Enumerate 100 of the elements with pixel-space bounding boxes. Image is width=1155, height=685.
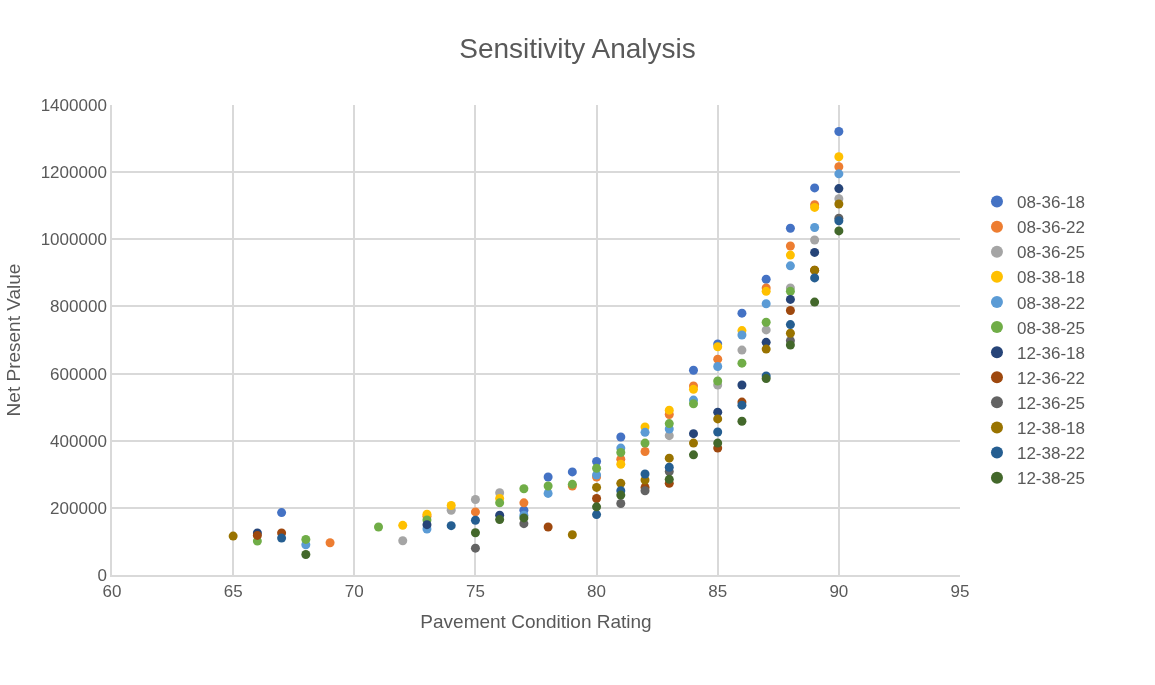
point <box>688 399 698 409</box>
legend-label: 12-36-25 <box>1016 393 1086 413</box>
y-tick-label: 1400000 <box>40 95 107 115</box>
legend-label: 12-38-25 <box>1016 469 1086 489</box>
point <box>640 486 650 496</box>
point <box>810 273 820 283</box>
point <box>301 550 311 560</box>
point <box>616 498 626 508</box>
point <box>834 169 844 179</box>
point <box>519 484 529 494</box>
point <box>785 250 795 260</box>
point <box>640 446 650 456</box>
x-tick-label: 85 <box>708 582 728 602</box>
point <box>688 438 698 448</box>
legend-label: 08-36-25 <box>1016 243 1086 263</box>
point <box>277 508 287 518</box>
point <box>737 345 747 355</box>
y-tick-label: 400000 <box>50 431 107 451</box>
point <box>713 427 723 437</box>
point <box>470 515 480 525</box>
point <box>834 184 844 194</box>
point <box>761 344 771 354</box>
y-tick-label: 1200000 <box>40 163 107 183</box>
point <box>737 308 747 318</box>
x-tick-label: 60 <box>102 582 122 602</box>
point <box>664 474 674 484</box>
point <box>810 235 820 245</box>
point <box>592 493 602 503</box>
point <box>713 438 723 448</box>
point <box>470 507 480 517</box>
point <box>810 297 820 307</box>
point <box>785 294 795 304</box>
point <box>374 522 384 532</box>
point <box>592 463 602 473</box>
point <box>640 427 650 437</box>
y-tick-label: 800000 <box>50 297 107 317</box>
chart-title: Sensitivity Analysis <box>459 32 696 64</box>
x-tick-label: 80 <box>587 582 607 602</box>
legend-label: 08-38-22 <box>1016 293 1086 313</box>
point <box>688 429 698 439</box>
point <box>616 490 626 500</box>
point <box>470 528 480 538</box>
x-tick-label: 95 <box>950 582 970 602</box>
point <box>664 453 674 463</box>
legend-label: 12-36-22 <box>1016 368 1086 388</box>
point <box>470 494 480 504</box>
x-tick-label: 70 <box>344 582 364 602</box>
point <box>713 414 723 424</box>
legend-label: 12-38-22 <box>1016 444 1086 464</box>
y-tick-label: 600000 <box>50 364 107 384</box>
y-tick-label: 0 <box>97 565 107 585</box>
point <box>495 515 505 525</box>
point <box>761 325 771 335</box>
point <box>810 183 820 193</box>
y-tick-label: 200000 <box>50 498 107 518</box>
legend-label: 08-36-22 <box>1016 218 1086 238</box>
point <box>761 274 771 284</box>
point <box>640 438 650 448</box>
point <box>713 376 723 386</box>
point <box>688 450 698 460</box>
y-axis-title: Net Present Value <box>3 263 25 417</box>
point <box>277 533 287 543</box>
point <box>688 365 698 375</box>
legend-label: 12-38-18 <box>1016 419 1086 439</box>
point <box>785 261 795 271</box>
point <box>422 520 432 530</box>
point <box>737 330 747 340</box>
x-tick-label: 75 <box>465 582 485 602</box>
x-tick-label: 65 <box>223 582 243 602</box>
point <box>398 520 408 530</box>
point <box>592 510 602 520</box>
point <box>664 405 674 415</box>
point <box>785 328 795 338</box>
point <box>834 226 844 236</box>
point <box>543 481 553 491</box>
point <box>446 501 456 511</box>
point <box>519 498 529 508</box>
point <box>495 498 505 508</box>
y-tick-label: 1000000 <box>40 230 107 250</box>
point <box>228 531 238 541</box>
point <box>470 543 480 553</box>
x-axis-title: Pavement Condition Rating <box>420 611 652 633</box>
point <box>543 472 553 482</box>
point <box>616 459 626 469</box>
point <box>592 502 602 512</box>
point <box>567 467 577 477</box>
point <box>834 199 844 209</box>
point <box>398 536 408 546</box>
legend-label: 08-36-18 <box>1016 193 1086 213</box>
legend-label: 08-38-25 <box>1016 318 1086 338</box>
point <box>834 127 844 137</box>
legend-label: 12-36-18 <box>1016 343 1086 363</box>
point <box>761 299 771 309</box>
point <box>785 241 795 251</box>
point <box>713 362 723 372</box>
point <box>664 462 674 472</box>
point <box>785 320 795 330</box>
point <box>785 305 795 315</box>
point <box>616 447 626 457</box>
point <box>325 538 335 548</box>
